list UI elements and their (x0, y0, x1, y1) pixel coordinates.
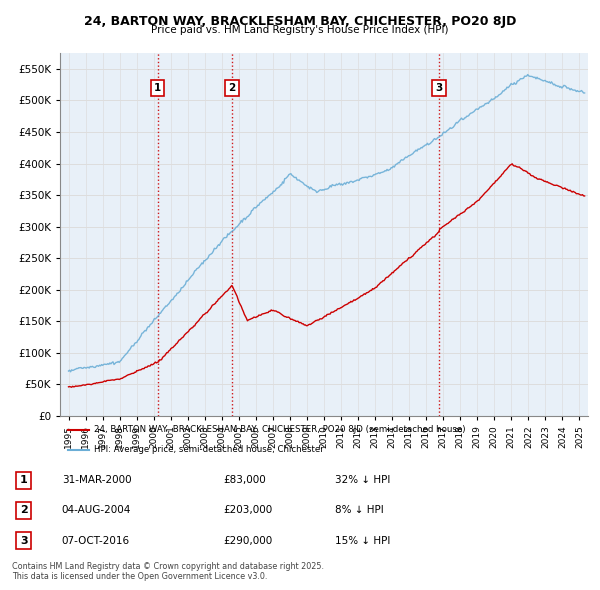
Text: £290,000: £290,000 (224, 536, 273, 546)
Text: £83,000: £83,000 (224, 475, 266, 485)
Text: 3: 3 (20, 536, 28, 546)
Text: 24, BARTON WAY, BRACKLESHAM BAY, CHICHESTER, PO20 8JD: 24, BARTON WAY, BRACKLESHAM BAY, CHICHES… (84, 15, 516, 28)
Text: 2: 2 (20, 506, 28, 515)
Text: 15% ↓ HPI: 15% ↓ HPI (335, 536, 391, 546)
Text: Contains HM Land Registry data © Crown copyright and database right 2025.
This d: Contains HM Land Registry data © Crown c… (12, 562, 324, 581)
Text: 8% ↓ HPI: 8% ↓ HPI (335, 506, 384, 515)
Text: 07-OCT-2016: 07-OCT-2016 (62, 536, 130, 546)
Text: £203,000: £203,000 (224, 506, 273, 515)
Text: HPI: Average price, semi-detached house, Chichester: HPI: Average price, semi-detached house,… (94, 445, 324, 454)
Text: 2: 2 (229, 83, 236, 93)
Text: 04-AUG-2004: 04-AUG-2004 (62, 506, 131, 515)
Text: 3: 3 (436, 83, 443, 93)
Text: 1: 1 (154, 83, 161, 93)
Text: 24, BARTON WAY, BRACKLESHAM BAY, CHICHESTER, PO20 8JD (semi-detached house): 24, BARTON WAY, BRACKLESHAM BAY, CHICHES… (94, 425, 466, 434)
Text: 32% ↓ HPI: 32% ↓ HPI (335, 475, 391, 485)
Text: 1: 1 (20, 475, 28, 485)
Text: Price paid vs. HM Land Registry's House Price Index (HPI): Price paid vs. HM Land Registry's House … (151, 25, 449, 35)
Text: 31-MAR-2000: 31-MAR-2000 (62, 475, 131, 485)
